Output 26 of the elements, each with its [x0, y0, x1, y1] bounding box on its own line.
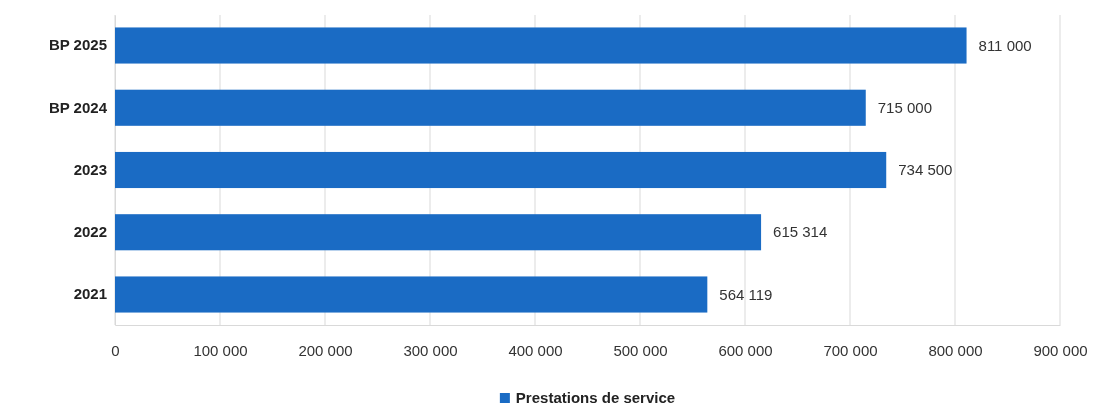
x-tick-label: 200 000: [298, 341, 353, 359]
legend-label: Prestations de service: [515, 389, 676, 407]
x-tick-label: 400 000: [508, 341, 563, 359]
x-tick-label: 700 000: [823, 341, 878, 359]
x-tick-label: 0: [111, 341, 120, 359]
x-tick-label: 600 000: [718, 341, 773, 359]
x-tick-label: 900 000: [1033, 341, 1088, 359]
bar: [115, 151, 887, 189]
x-tick-label: 500 000: [613, 341, 668, 359]
y-tick-label: 2021: [73, 285, 107, 303]
data-label: 615 314: [773, 223, 828, 241]
y-tick-label: BP 2024: [48, 98, 108, 116]
bar: [115, 276, 708, 313]
x-tick-label: 800 000: [928, 341, 983, 359]
data-label: 811 000: [978, 36, 1032, 54]
data-label: 734 500: [898, 161, 953, 179]
y-tick-label: 2022: [73, 223, 107, 241]
bar: [115, 27, 967, 64]
x-tick-label: 300 000: [403, 341, 458, 359]
y-tick-label: 2023: [73, 160, 107, 178]
bar: [115, 214, 762, 251]
bar: [115, 89, 866, 126]
y-tick-label: BP 2025: [48, 36, 107, 54]
data-label: 564 119: [719, 285, 773, 303]
x-tick-label: 100 000: [193, 341, 248, 359]
data-label: 715 000: [877, 99, 932, 116]
